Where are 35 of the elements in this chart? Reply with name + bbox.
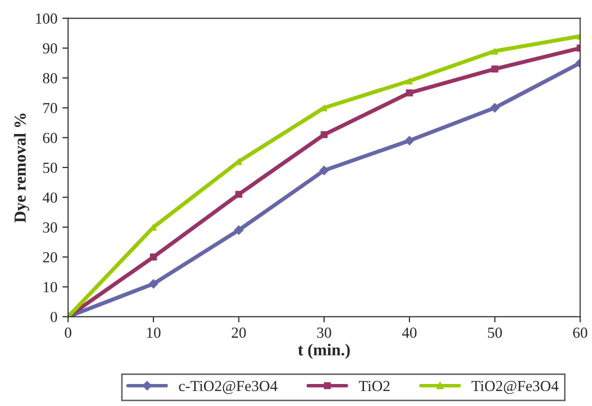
point [320,131,328,138]
legend-label: TiO2@Fe3O4 [472,380,558,394]
point [490,102,500,113]
x-tick-label: 20 [232,328,246,338]
x-tick-label: 0 [64,328,72,338]
x-axis-title: t (min.) [298,344,350,359]
x-tick-label: 30 [317,328,332,338]
legend-label: c-TiO2@Fe3O4 [179,380,278,394]
x-tick-label: 60 [573,328,588,338]
y-tick-label: 90 [42,43,58,54]
x-tick-label: 40 [402,328,417,338]
y-tick-label: 20 [43,252,58,262]
point [319,166,330,176]
point [404,136,414,146]
y-tick-label: 0 [50,312,58,322]
y-tick-label: 80 [42,73,58,84]
point [148,278,158,289]
y-tick-label: 60 [43,132,58,144]
y-tick-label: 100 [36,13,58,24]
y-axis-title: Dye removal % [14,114,30,223]
point [491,66,498,72]
y-tick-label: 50 [43,162,58,173]
point [234,225,244,236]
x-tick-label: 10 [147,328,160,338]
legend-label: TiO2 [358,380,390,392]
point [406,89,413,96]
y-tick-label: 70 [43,102,58,114]
y-tick-label: 30 [43,222,58,233]
point [150,254,157,260]
point [235,190,242,198]
point [406,77,413,84]
point [491,48,498,55]
y-tick-label: 40 [42,192,58,203]
y-tick-label: 10 [44,282,58,292]
x-tick-label: 50 [488,328,502,338]
